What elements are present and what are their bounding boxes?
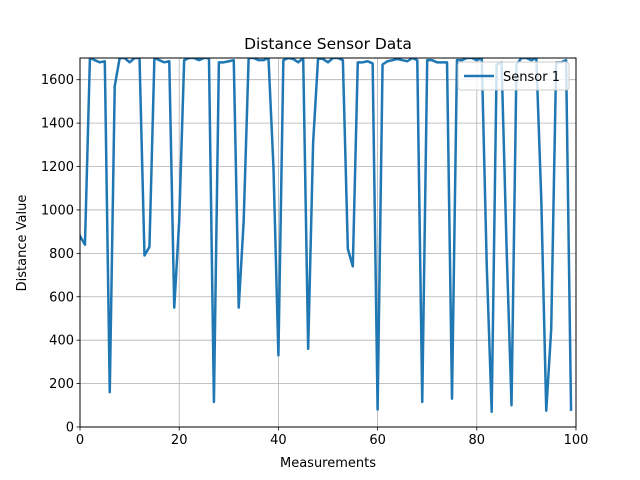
- x-tick-label: 20: [171, 433, 188, 448]
- legend-box: [457, 61, 570, 91]
- x-tick-label: 60: [369, 433, 386, 448]
- y-tick-label: 1000: [41, 203, 74, 218]
- x-axis-label: Measurements: [280, 456, 376, 471]
- y-tick-label: 1200: [41, 160, 74, 175]
- x-tick-label: 80: [469, 433, 486, 448]
- x-tick-label: 0: [76, 433, 84, 448]
- y-tick-label: 0: [66, 421, 74, 436]
- plot-area: [80, 58, 576, 427]
- y-tick-label: 800: [49, 247, 74, 262]
- y-axis-ticks: 0 200 400 600 800 1000 1200 1400 1600: [41, 73, 80, 436]
- series-layer: [80, 58, 573, 414]
- x-tick-label: 40: [270, 433, 287, 448]
- y-tick-label: 400: [49, 334, 74, 349]
- series-line-1: [80, 58, 573, 414]
- legend: Sensor 1: [457, 61, 570, 91]
- y-tick-label: 1400: [41, 117, 74, 132]
- y-tick-label: 600: [49, 290, 74, 305]
- y-tick-label: 200: [49, 377, 74, 392]
- chart-title: Distance Sensor Data: [244, 35, 412, 53]
- x-tick-label: 100: [564, 433, 589, 448]
- y-axis-label: Distance Value: [15, 195, 30, 292]
- legend-label-sensor-1: Sensor 1: [503, 70, 560, 85]
- x-axis-ticks: 0 20 40 60 80 100: [76, 427, 589, 448]
- y-tick-label: 1600: [41, 73, 74, 88]
- plot-frame: [79, 57, 577, 428]
